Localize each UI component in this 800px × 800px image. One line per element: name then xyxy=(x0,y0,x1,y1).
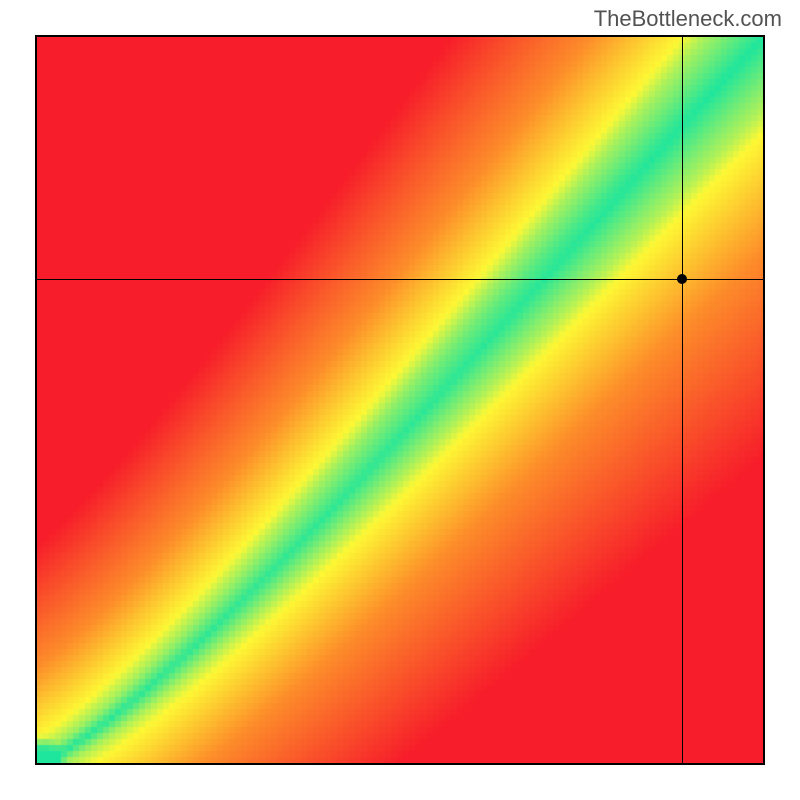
heatmap-canvas xyxy=(37,37,763,763)
chart-container: TheBottleneck.com xyxy=(0,0,800,800)
watermark-text: TheBottleneck.com xyxy=(594,6,782,32)
heatmap-plot-area xyxy=(35,35,765,765)
